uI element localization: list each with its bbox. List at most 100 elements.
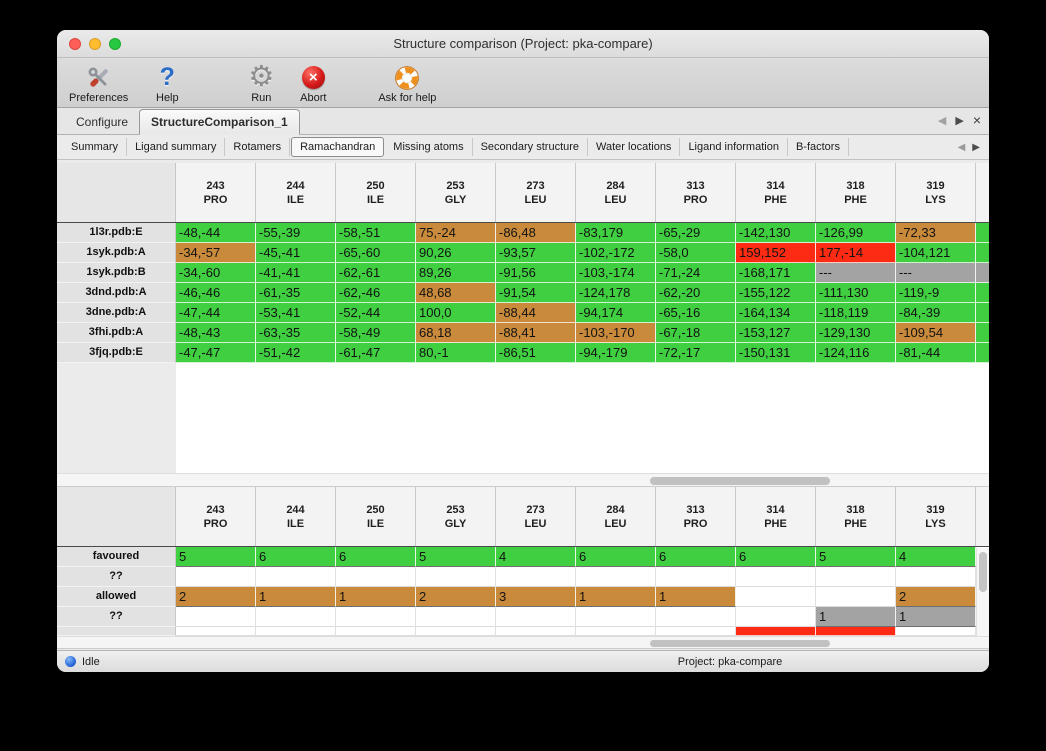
value-cell[interactable]: 5 [816, 547, 896, 567]
value-cell[interactable]: 3 [496, 587, 576, 607]
value-cell[interactable]: 177,-14 [816, 243, 896, 263]
row-label[interactable]: allowed [57, 587, 176, 607]
value-cell[interactable]: -58,-49 [336, 323, 416, 343]
value-cell[interactable]: -65,-16 [656, 303, 736, 323]
column-header-residue[interactable]: 253 GLY [416, 163, 496, 222]
value-cell[interactable]: -94,-179 [576, 343, 656, 363]
row-label[interactable]: 3fjq.pdb:E [57, 343, 176, 363]
value-cell[interactable] [336, 627, 416, 636]
value-cell[interactable] [656, 627, 736, 636]
horizontal-scrollbar[interactable] [57, 473, 989, 487]
value-cell[interactable]: 6 [336, 547, 416, 567]
value-cell[interactable]: -45,-41 [256, 243, 336, 263]
value-cell[interactable]: -168,171 [736, 263, 816, 283]
zoom-window-button[interactable] [109, 38, 121, 50]
column-header-residue[interactable]: 284 LEU [576, 163, 656, 222]
value-cell[interactable]: 6 [736, 547, 816, 567]
value-cell[interactable]: -126,99 [816, 223, 896, 243]
column-header-residue[interactable]: 314 PHE [736, 487, 816, 546]
value-cell[interactable]: 75,-24 [416, 223, 496, 243]
column-header-residue[interactable]: 244 ILE [256, 487, 336, 546]
row-label[interactable]: 3fhi.pdb:A [57, 323, 176, 343]
subtab-b-factors[interactable]: B-factors [788, 138, 849, 156]
tab-close-icon[interactable]: × [972, 112, 981, 128]
value-cell[interactable] [736, 627, 816, 636]
value-cell[interactable]: 89,26 [416, 263, 496, 283]
value-cell[interactable]: -103,-174 [576, 263, 656, 283]
tab-structurecomparison-1[interactable]: StructureComparison_1 [139, 109, 300, 135]
vertical-scrollbar[interactable] [976, 548, 989, 636]
value-cell[interactable] [896, 567, 976, 587]
value-cell[interactable]: 1 [896, 607, 976, 627]
value-cell[interactable]: 68,18 [416, 323, 496, 343]
value-cell[interactable]: -48,-44 [176, 223, 256, 243]
run-button[interactable]: ⚙ Run [238, 63, 284, 105]
value-cell[interactable]: 80,-1 [416, 343, 496, 363]
value-cell[interactable]: -72,-17 [656, 343, 736, 363]
value-cell[interactable]: -103,-170 [576, 323, 656, 343]
value-cell[interactable]: -81,-44 [896, 343, 976, 363]
value-cell[interactable] [336, 607, 416, 627]
value-cell[interactable]: -109,54 [896, 323, 976, 343]
value-cell[interactable]: 4 [496, 547, 576, 567]
value-cell[interactable] [336, 567, 416, 587]
value-cell[interactable] [176, 607, 256, 627]
value-cell[interactable] [736, 607, 816, 627]
column-header-residue[interactable]: 284 LEU [576, 487, 656, 546]
value-cell[interactable]: -34,-60 [176, 263, 256, 283]
subtab-rotamers[interactable]: Rotamers [225, 138, 291, 156]
column-header-residue[interactable]: 318 PHE [816, 487, 896, 546]
value-cell[interactable]: 1 [816, 607, 896, 627]
value-cell[interactable]: -83,179 [576, 223, 656, 243]
value-cell[interactable]: -155,122 [736, 283, 816, 303]
value-cell[interactable] [816, 567, 896, 587]
value-cell[interactable]: 1 [576, 587, 656, 607]
row-label[interactable]: ?? [57, 607, 176, 627]
value-cell[interactable]: 6 [256, 547, 336, 567]
value-cell[interactable]: -104,121 [896, 243, 976, 263]
value-cell[interactable]: 4 [896, 547, 976, 567]
value-cell[interactable]: -102,-172 [576, 243, 656, 263]
value-cell[interactable]: -47,-44 [176, 303, 256, 323]
value-cell[interactable]: -118,119 [816, 303, 896, 323]
value-cell[interactable]: 2 [896, 587, 976, 607]
value-cell[interactable] [256, 607, 336, 627]
value-cell[interactable]: -46,-46 [176, 283, 256, 303]
column-header-residue[interactable]: 313 PRO [656, 163, 736, 222]
value-cell[interactable] [576, 627, 656, 636]
title-bar[interactable]: Structure comparison (Project: pka-compa… [57, 30, 989, 58]
value-cell[interactable]: -58,0 [656, 243, 736, 263]
value-cell[interactable] [416, 567, 496, 587]
value-cell[interactable] [736, 587, 816, 607]
value-cell[interactable]: 2 [176, 587, 256, 607]
column-header-residue[interactable]: 243 PRO [176, 163, 256, 222]
close-window-button[interactable] [69, 38, 81, 50]
subtab-ramachandran[interactable]: Ramachandran [291, 137, 385, 157]
value-cell[interactable]: -67,-18 [656, 323, 736, 343]
value-cell[interactable] [256, 627, 336, 636]
value-cell[interactable]: -153,127 [736, 323, 816, 343]
row-label[interactable]: favoured [57, 547, 176, 567]
value-cell[interactable] [176, 567, 256, 587]
value-cell[interactable]: -142,130 [736, 223, 816, 243]
value-cell[interactable]: -94,174 [576, 303, 656, 323]
value-cell[interactable]: -124,178 [576, 283, 656, 303]
value-cell[interactable] [656, 567, 736, 587]
row-label[interactable] [57, 627, 176, 636]
value-cell[interactable] [176, 627, 256, 636]
value-cell[interactable] [256, 567, 336, 587]
row-label[interactable]: 3dne.pdb:A [57, 303, 176, 323]
minimize-window-button[interactable] [89, 38, 101, 50]
value-cell[interactable]: -86,51 [496, 343, 576, 363]
value-cell[interactable] [496, 627, 576, 636]
subtab-missing-atoms[interactable]: Missing atoms [385, 138, 473, 156]
row-label[interactable]: 3dnd.pdb:A [57, 283, 176, 303]
column-header-residue[interactable]: 273 LEU [496, 163, 576, 222]
value-cell[interactable] [816, 627, 896, 636]
value-cell[interactable] [496, 607, 576, 627]
value-cell[interactable]: -53,-41 [256, 303, 336, 323]
subtab-secondary-structure[interactable]: Secondary structure [473, 138, 589, 156]
value-cell[interactable]: -124,116 [816, 343, 896, 363]
value-cell[interactable] [416, 607, 496, 627]
value-cell[interactable]: -47,-47 [176, 343, 256, 363]
